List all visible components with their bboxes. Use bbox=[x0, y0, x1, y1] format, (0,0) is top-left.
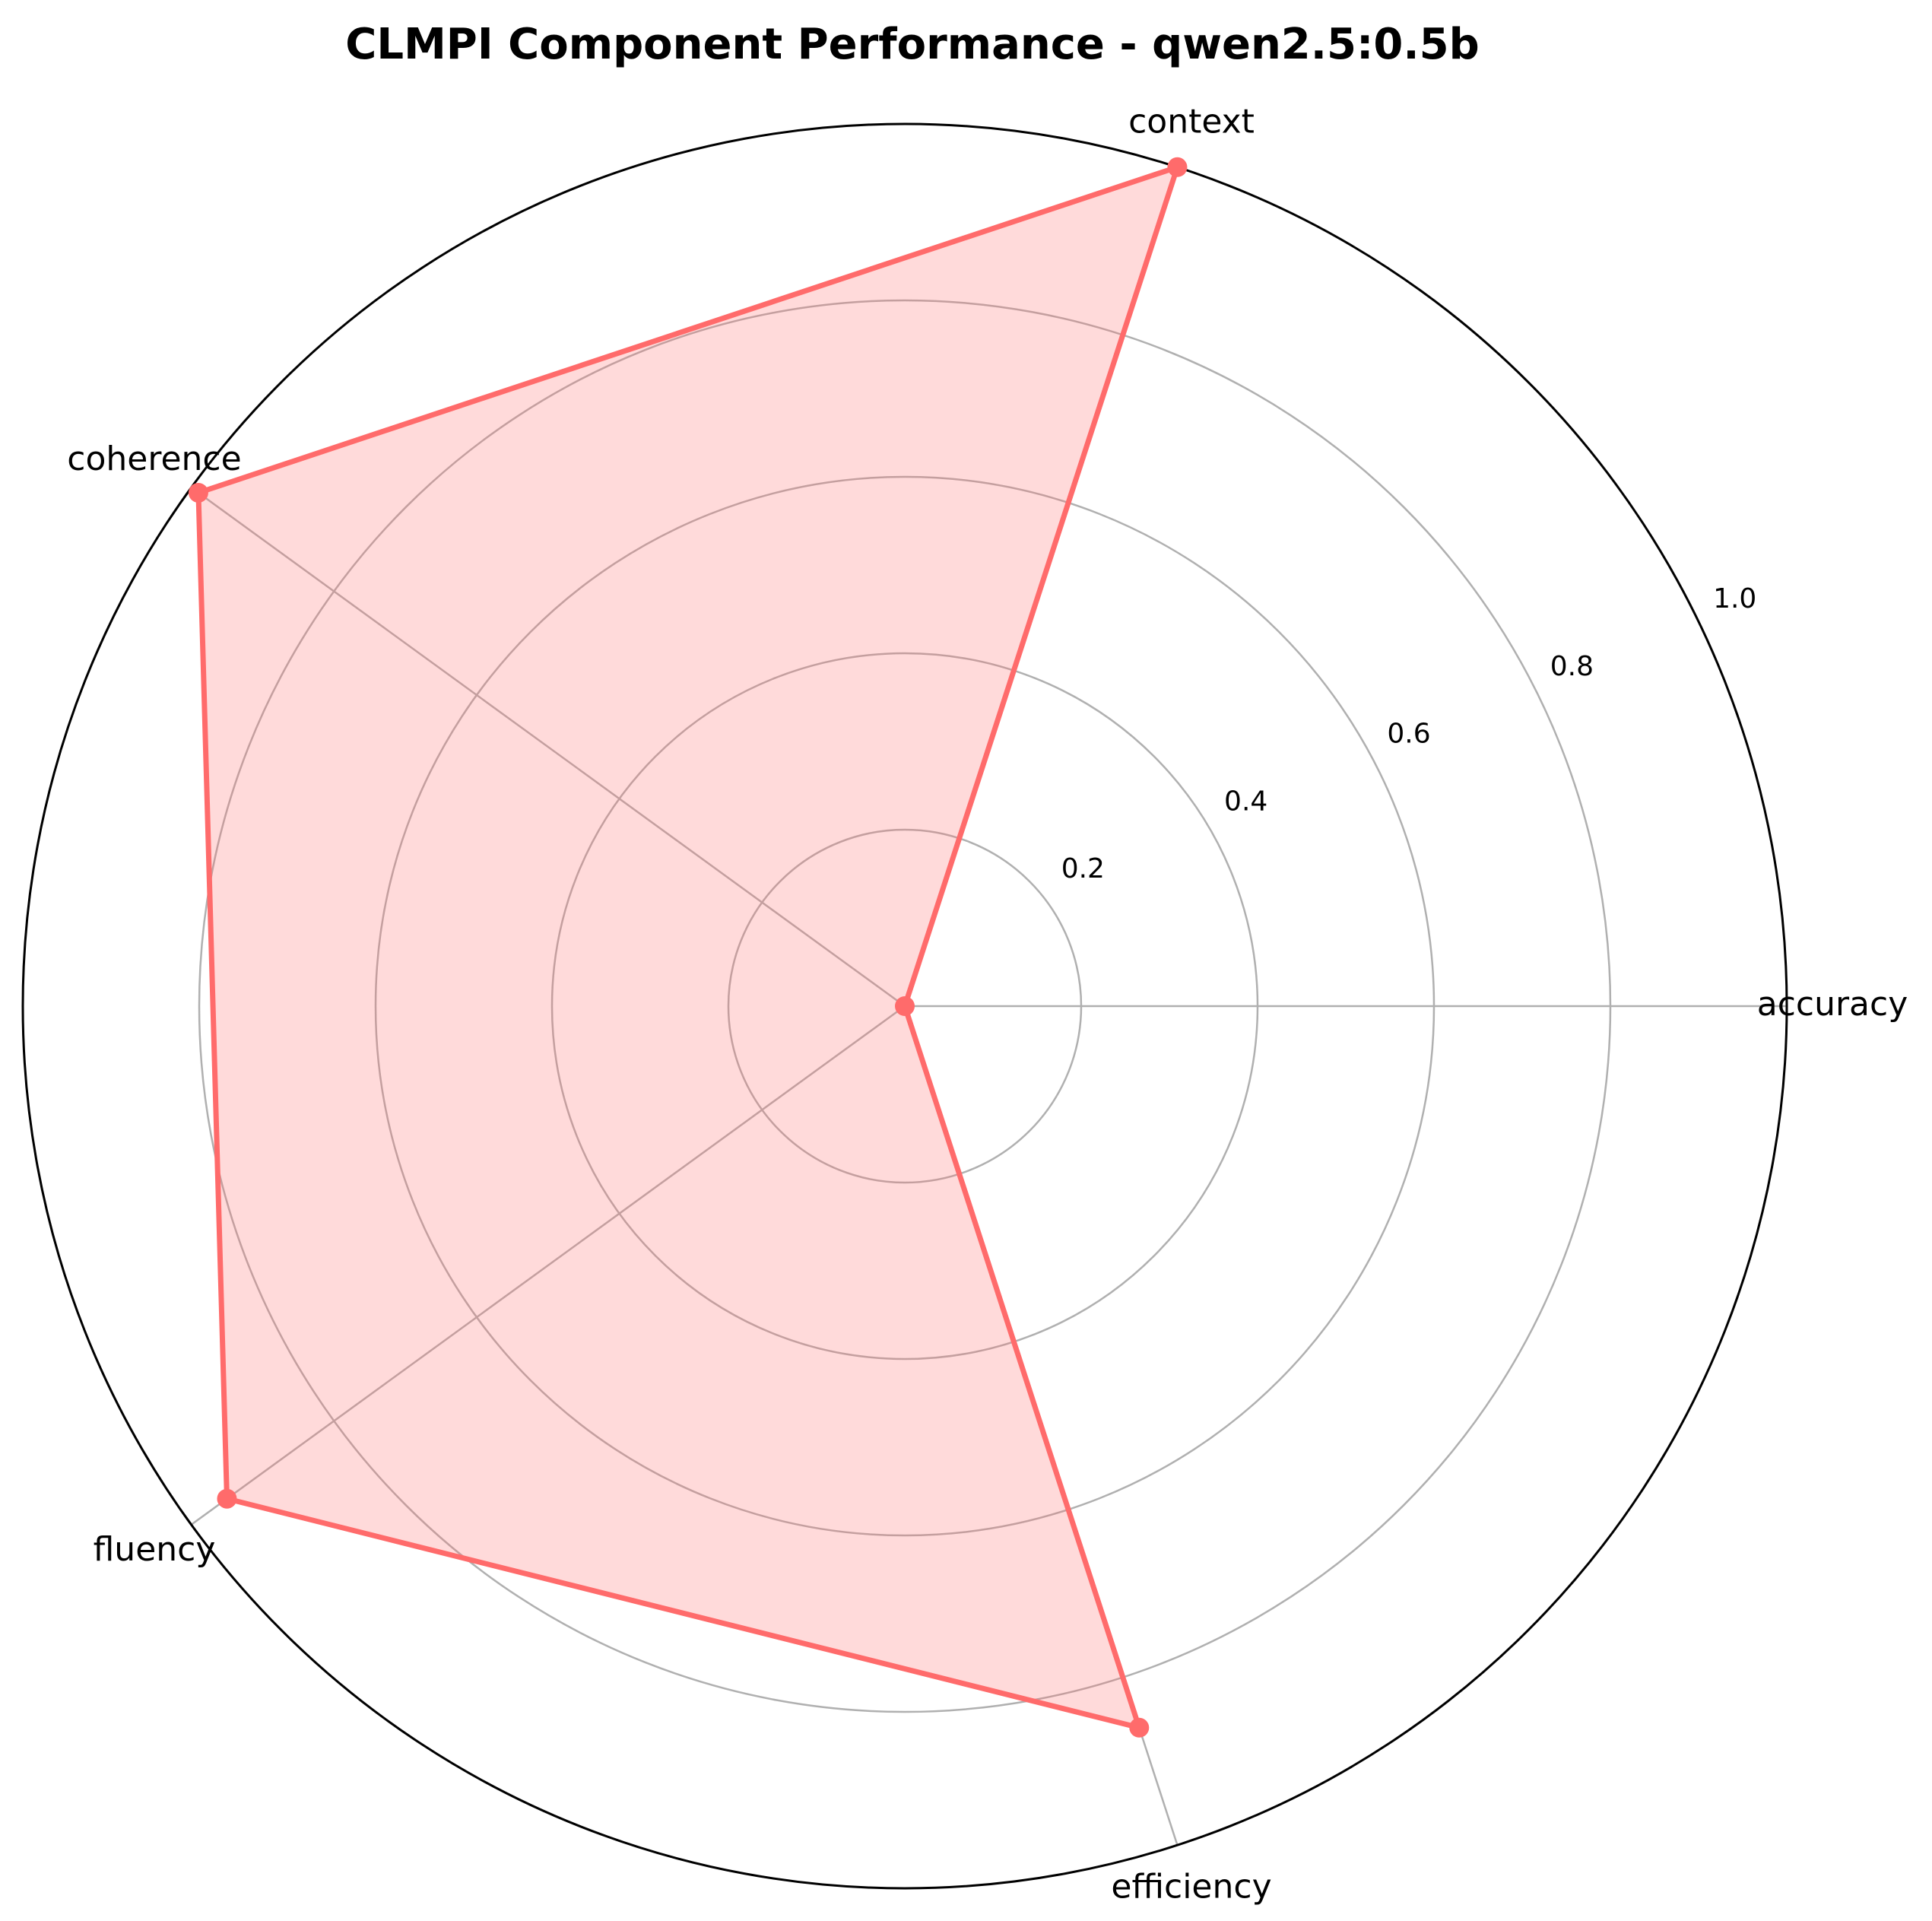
axis-label-accuracy: accuracy bbox=[1757, 985, 1908, 1024]
chart-title: CLMPI Component Performance - qwen2.5:0.… bbox=[345, 20, 1480, 69]
r-tick-label: 1.0 bbox=[1713, 583, 1756, 614]
polar-frame bbox=[21, 122, 1788, 1890]
r-tick-label: 0.4 bbox=[1224, 786, 1267, 817]
data-point-fluency bbox=[217, 1488, 237, 1509]
data-point-efficiency bbox=[1129, 1717, 1150, 1738]
spoke-fluency bbox=[190, 1005, 906, 1526]
spoke-coherence bbox=[190, 487, 906, 1008]
axis-label-fluency: fluency bbox=[94, 1530, 216, 1569]
data-point-context bbox=[1167, 157, 1188, 177]
data-point-coherence bbox=[188, 482, 208, 503]
r-tick-label: 0.2 bbox=[1061, 853, 1105, 884]
series-area bbox=[198, 167, 1178, 1728]
data-point-accuracy bbox=[895, 996, 915, 1016]
axis-label-efficiency: efficiency bbox=[1111, 1867, 1271, 1906]
r-tick-label: 0.8 bbox=[1550, 651, 1594, 682]
r-tick-label: 0.6 bbox=[1387, 719, 1430, 750]
axis-label-context: context bbox=[1128, 103, 1255, 141]
series-line bbox=[195, 164, 1180, 1731]
axis-label-coherence: coherence bbox=[67, 440, 241, 478]
